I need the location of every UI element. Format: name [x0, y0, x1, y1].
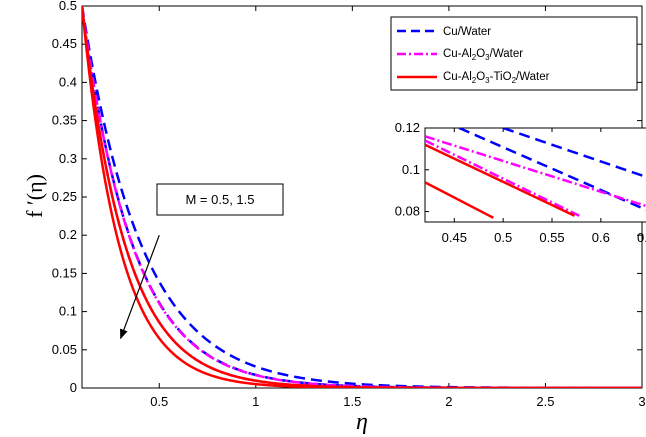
- y-tick-label: 0.1: [59, 304, 77, 319]
- y-tick-label: 0.35: [52, 113, 77, 128]
- inset-series-group: [425, 128, 646, 219]
- x-tick-label: 2: [445, 394, 452, 409]
- inset-x-axis-ticks: 0.45 0.5 0.55 0.6 0.65: [442, 128, 646, 245]
- inset-series-line-4: [425, 143, 576, 217]
- y-tick-label: 0.5: [59, 0, 77, 13]
- inset-y-axis-ticks: 0.08 0.1 0.12: [395, 120, 429, 219]
- series-line-5: [82, 6, 642, 388]
- inset-y-tick-label: 0.08: [395, 204, 420, 219]
- inset-series-line-1: [458, 128, 646, 212]
- annotation-arrow: [120, 234, 160, 340]
- x-tick-label: 3: [638, 394, 645, 409]
- x-tick-label: 0.5: [150, 394, 168, 409]
- y-tick-label: 0.2: [59, 227, 77, 242]
- y-tick-label: 0.05: [52, 342, 77, 357]
- y-axis-ticks: 0 0.05 0.1 0.15 0.2 0.25 0.3 0.35 0.4 0.45 0.5: [52, 0, 642, 395]
- inset-plot-area: [424, 127, 646, 223]
- inset-series-line-0: [502, 128, 646, 179]
- y-tick-label: 0.3: [59, 151, 77, 166]
- y-axis-label: f ′(η): [22, 174, 47, 218]
- inset-x-tick-label: 0.55: [539, 230, 564, 245]
- x-axis-label: η: [356, 409, 368, 435]
- inset-series-line-3: [425, 139, 580, 217]
- y-tick-label: 0.15: [52, 265, 77, 280]
- x-tick-label: 1.5: [343, 394, 361, 409]
- inset-x-tick-label: 0.65: [637, 230, 646, 245]
- x-tick-label: 1: [252, 394, 259, 409]
- inset-series-line-5: [425, 181, 494, 219]
- y-tick-label: 0.25: [52, 189, 77, 204]
- legend-label-cu-water: Cu/Water: [443, 26, 491, 38]
- legend-label-cu-al2o3-tio2-water: Cu-Al2O3-TiO2/Water: [443, 71, 550, 85]
- y-tick-label: 0.45: [52, 36, 77, 51]
- inset-x-tick-label: 0.6: [592, 230, 610, 245]
- inset-x-tick-label: 0.45: [442, 230, 467, 245]
- inset-series-line-2: [425, 135, 646, 208]
- annotation-box: [156, 183, 284, 216]
- annotation-text: M = 0.5, 1.5: [185, 192, 254, 207]
- inset-chart: 0.45 0.5 0.55 0.6 0.65 0.08 0.1 0.12: [395, 120, 646, 245]
- y-tick-label: 0.4: [59, 74, 77, 89]
- series-group: [82, 6, 642, 388]
- legend-label-cu-al2o3-water: Cu-Al2O3/Water: [443, 48, 523, 62]
- inset-x-tick-label: 0.5: [494, 230, 512, 245]
- legend: Cu/Water Cu-Al2O3/Water Cu-Al2O3-TiO2/Wa…: [390, 16, 638, 91]
- x-tick-label: 2.5: [536, 394, 554, 409]
- inset-y-tick-label: 0.12: [395, 120, 420, 135]
- inset-y-tick-label: 0.1: [402, 162, 420, 177]
- y-tick-label: 0: [70, 380, 77, 395]
